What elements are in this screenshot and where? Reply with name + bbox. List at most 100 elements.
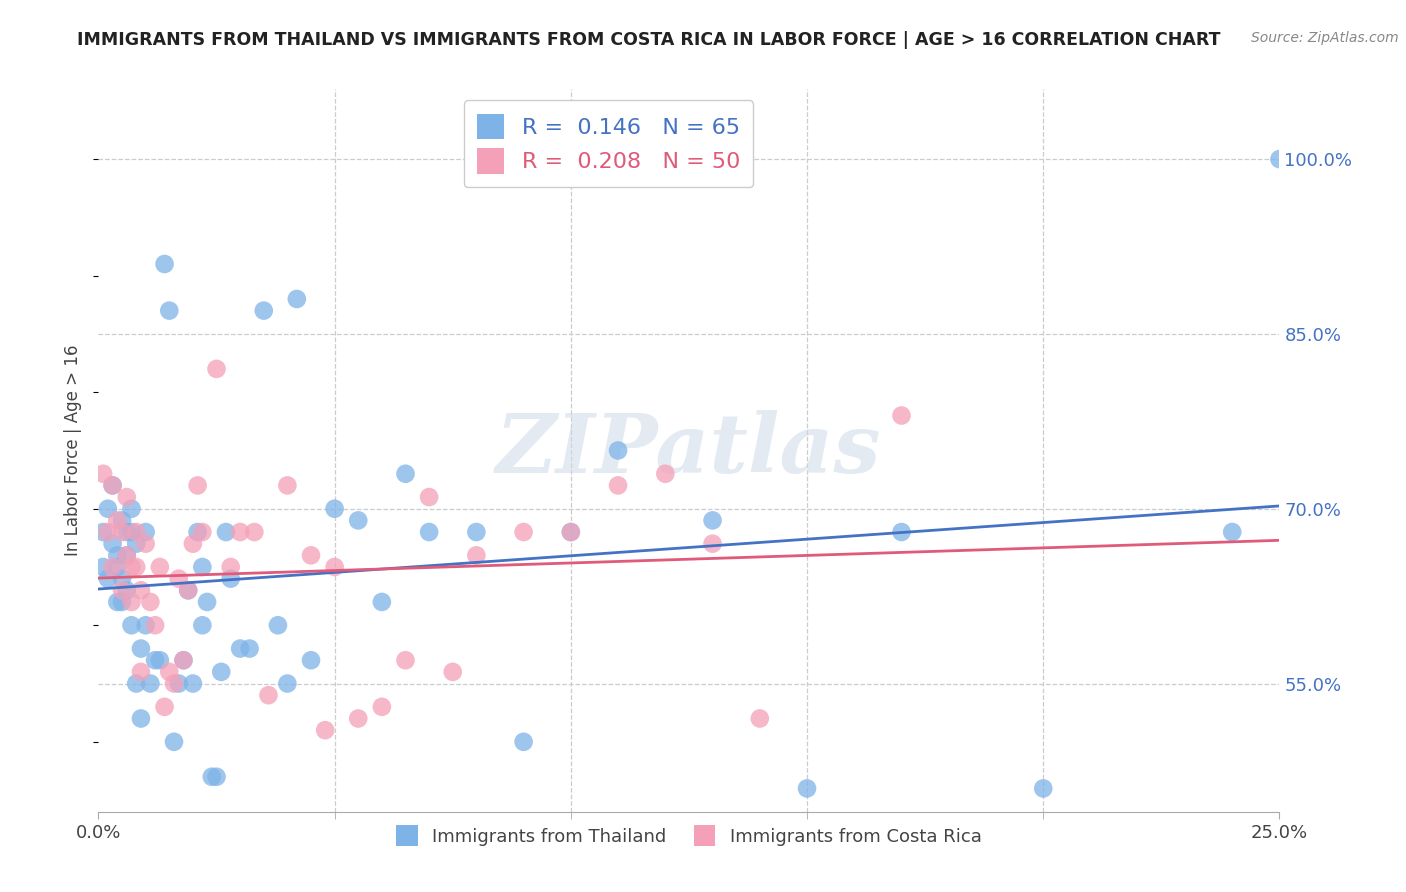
- Point: [121, 560, 143, 574]
- Point: [153, 699, 176, 714]
- Legend: Immigrants from Thailand, Immigrants from Costa Rica: Immigrants from Thailand, Immigrants fro…: [389, 818, 988, 854]
- Point: [153, 257, 176, 271]
- Point: [143, 618, 166, 632]
- Point: [129, 665, 152, 679]
- Point: [181, 676, 204, 690]
- Point: [135, 537, 157, 551]
- Point: [157, 303, 180, 318]
- Point: [560, 524, 582, 539]
- Point: [101, 478, 124, 492]
- Point: [229, 641, 252, 656]
- Point: [111, 595, 134, 609]
- Point: [97, 524, 120, 539]
- Point: [195, 595, 218, 609]
- Point: [115, 524, 138, 539]
- Point: [1032, 781, 1054, 796]
- Point: [115, 549, 138, 563]
- Point: [91, 467, 114, 481]
- Point: [191, 560, 214, 574]
- Point: [181, 537, 204, 551]
- Point: [163, 735, 186, 749]
- Point: [187, 478, 209, 492]
- Point: [512, 735, 534, 749]
- Point: [205, 362, 228, 376]
- Point: [105, 560, 128, 574]
- Point: [167, 572, 190, 586]
- Text: Source: ZipAtlas.com: Source: ZipAtlas.com: [1251, 31, 1399, 45]
- Point: [129, 711, 152, 725]
- Text: ZIPatlas: ZIPatlas: [496, 410, 882, 491]
- Point: [111, 524, 134, 539]
- Point: [205, 770, 228, 784]
- Point: [219, 572, 242, 586]
- Point: [465, 524, 488, 539]
- Point: [139, 676, 162, 690]
- Point: [143, 653, 166, 667]
- Point: [101, 537, 124, 551]
- Point: [299, 653, 322, 667]
- Point: [135, 618, 157, 632]
- Point: [314, 723, 336, 738]
- Point: [201, 770, 224, 784]
- Point: [177, 583, 200, 598]
- Point: [172, 653, 194, 667]
- Point: [267, 618, 290, 632]
- Point: [1268, 152, 1291, 166]
- Point: [607, 443, 630, 458]
- Point: [167, 676, 190, 690]
- Point: [394, 653, 416, 667]
- Point: [187, 524, 209, 539]
- Point: [276, 676, 298, 690]
- Point: [890, 524, 912, 539]
- Point: [418, 524, 440, 539]
- Point: [172, 653, 194, 667]
- Point: [285, 292, 308, 306]
- Point: [215, 524, 238, 539]
- Point: [125, 537, 148, 551]
- Point: [219, 560, 242, 574]
- Point: [702, 537, 724, 551]
- Point: [243, 524, 266, 539]
- Point: [91, 524, 114, 539]
- Text: IMMIGRANTS FROM THAILAND VS IMMIGRANTS FROM COSTA RICA IN LABOR FORCE | AGE > 16: IMMIGRANTS FROM THAILAND VS IMMIGRANTS F…: [77, 31, 1220, 49]
- Point: [654, 467, 676, 481]
- Point: [163, 676, 186, 690]
- Point: [890, 409, 912, 423]
- Point: [125, 524, 148, 539]
- Point: [121, 618, 143, 632]
- Point: [129, 583, 152, 598]
- Point: [209, 665, 232, 679]
- Point: [115, 549, 138, 563]
- Point: [347, 711, 370, 725]
- Point: [418, 490, 440, 504]
- Point: [276, 478, 298, 492]
- Point: [139, 595, 162, 609]
- Point: [177, 583, 200, 598]
- Point: [111, 572, 134, 586]
- Point: [115, 583, 138, 598]
- Point: [97, 501, 120, 516]
- Point: [121, 524, 143, 539]
- Point: [149, 560, 172, 574]
- Point: [105, 595, 128, 609]
- Point: [101, 560, 124, 574]
- Point: [257, 688, 280, 702]
- Point: [149, 653, 172, 667]
- Point: [111, 583, 134, 598]
- Point: [229, 524, 252, 539]
- Point: [796, 781, 818, 796]
- Point: [115, 490, 138, 504]
- Point: [191, 524, 214, 539]
- Point: [702, 513, 724, 527]
- Point: [135, 524, 157, 539]
- Point: [121, 501, 143, 516]
- Point: [239, 641, 262, 656]
- Point: [465, 549, 488, 563]
- Point: [129, 641, 152, 656]
- Point: [105, 513, 128, 527]
- Y-axis label: In Labor Force | Age > 16: In Labor Force | Age > 16: [65, 344, 83, 557]
- Point: [253, 303, 276, 318]
- Point: [121, 595, 143, 609]
- Point: [560, 524, 582, 539]
- Point: [347, 513, 370, 527]
